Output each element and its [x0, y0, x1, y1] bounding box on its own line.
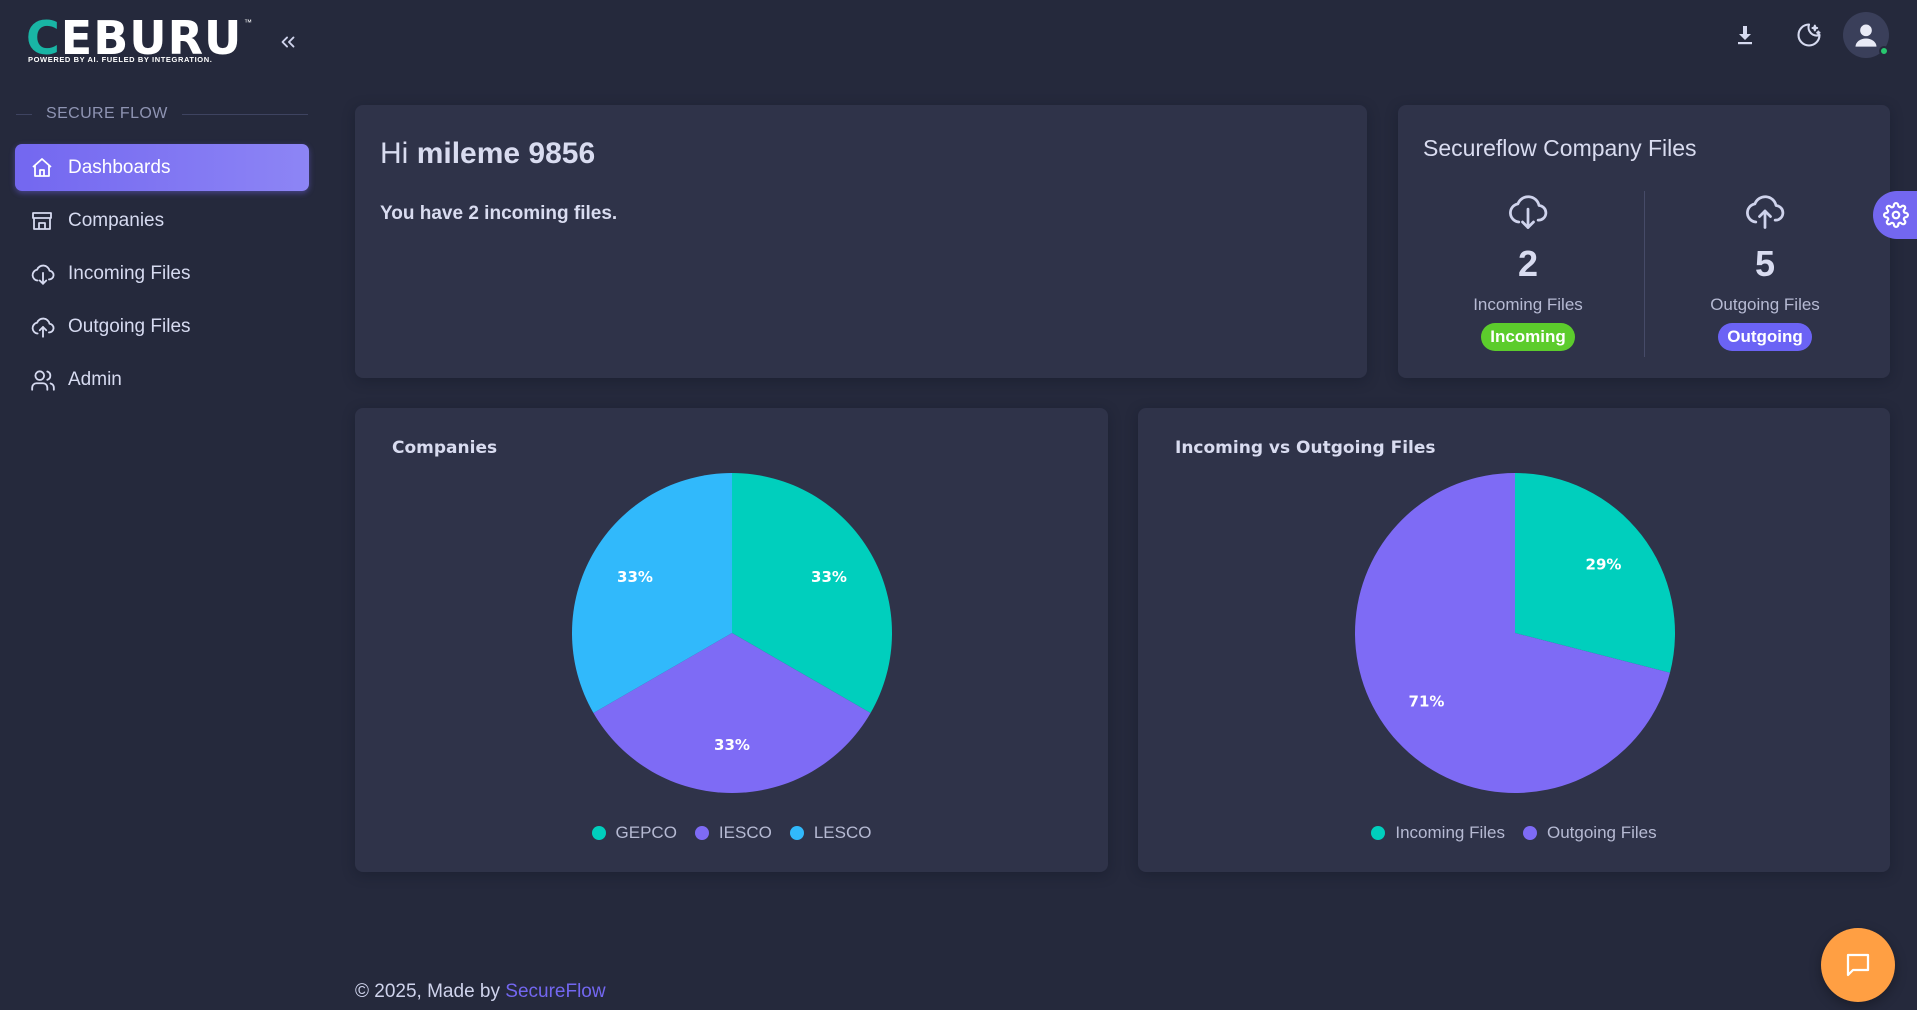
stat-divider	[1644, 191, 1645, 357]
chart-legend: GEPCO IESCO LESCO	[355, 823, 1108, 843]
pie-slice-lesco[interactable]	[572, 473, 732, 713]
welcome-message: You have 2 incoming files.	[380, 203, 618, 224]
users-icon	[30, 367, 56, 393]
companies-chart-card: Companies 33% 33% 33% GEPCO IESCO LESCO	[355, 408, 1108, 872]
incoming-outgoing-chart-card: Incoming vs Outgoing Files 29% 71% Incomi…	[1138, 408, 1890, 872]
ceburu-logo[interactable]: CEBURU ™ POWERED BY AI. FUELED BY INTEGR…	[26, 11, 252, 65]
user-avatar-icon	[1855, 24, 1877, 47]
legend-item-gepco[interactable]: GEPCO	[591, 823, 677, 843]
sidebar-item-dashboards[interactable]: Dashboards	[15, 144, 309, 191]
footer-link[interactable]: SecureFlow	[505, 981, 606, 1002]
incoming-files-count: 2	[1517, 243, 1539, 284]
sidebar-item-incoming-files[interactable]: Incoming Files	[15, 250, 309, 297]
pie-data-label: 33%	[811, 568, 847, 586]
store-icon	[30, 208, 56, 234]
company-files-card: Secureflow Company Files 2 Incoming File…	[1398, 105, 1890, 378]
sidebar-item-label: Companies	[68, 209, 165, 231]
customizer-button[interactable]	[1873, 191, 1917, 239]
outgoing-files-count: 5	[1754, 243, 1776, 284]
legend-item-incoming-files[interactable]: Incoming Files	[1371, 823, 1505, 843]
pie-slice-gepco[interactable]	[732, 473, 892, 713]
sidebar-item-companies[interactable]: Companies	[15, 197, 309, 244]
companies-pie-chart: 33% 33% 33%	[572, 473, 892, 793]
pie-data-label: 71%	[1409, 693, 1445, 711]
legend-item-outgoing-files[interactable]: Outgoing Files	[1522, 823, 1657, 843]
incoming-files-stat: 2 Incoming Files Incoming	[1410, 189, 1646, 351]
download-icon	[1738, 26, 1752, 45]
footer: © 2025, Made by SecureFlow	[355, 981, 606, 1002]
incoming-outgoing-pie-chart: 29% 71%	[1355, 473, 1675, 793]
sidebar-item-admin[interactable]: Admin	[15, 356, 309, 403]
chat-icon	[1846, 953, 1870, 977]
legend-item-iesco[interactable]: IESCO	[694, 823, 772, 843]
sidebar-item-label: Dashboards	[68, 156, 171, 178]
welcome-card: Hi mileme 9856 You have 2 incoming files…	[355, 105, 1367, 378]
cloud-download-icon	[1509, 195, 1548, 229]
chat-button[interactable]	[1821, 928, 1895, 1002]
sidebar-item-outgoing-files[interactable]: Outgoing Files	[15, 303, 309, 350]
pie-data-label: 33%	[714, 736, 750, 754]
gear-icon	[1883, 202, 1909, 228]
chart-title: Companies	[392, 438, 498, 458]
pie-slice-iesco[interactable]	[593, 633, 871, 793]
pie-slice-outgoing-files[interactable]	[1355, 473, 1670, 793]
collapse-sidebar-button[interactable]	[274, 28, 302, 56]
pie-slice-incoming-files[interactable]	[1515, 473, 1675, 673]
sidebar-section-label: SECURE FLOW	[16, 104, 308, 124]
incoming-badge[interactable]: Incoming	[1481, 323, 1575, 351]
theme-toggle-button[interactable]	[1792, 18, 1826, 52]
chart-title: Incoming vs Outgoing Files	[1175, 438, 1436, 458]
pie-data-label: 33%	[617, 568, 653, 586]
welcome-heading: Hi mileme 9856	[380, 137, 596, 170]
cloud-upload-icon	[30, 314, 56, 340]
home-icon	[30, 155, 56, 181]
chevrons-left-icon	[281, 36, 295, 48]
sidebar-item-label: Outgoing Files	[68, 315, 191, 337]
moon-stars-icon	[1797, 23, 1821, 47]
legend-item-lesco[interactable]: LESCO	[789, 823, 871, 843]
outgoing-files-stat: 5 Outgoing Files Outgoing	[1647, 189, 1883, 351]
pie-data-label: 29%	[1586, 555, 1622, 573]
outgoing-badge[interactable]: Outgoing	[1718, 323, 1812, 351]
online-status-dot	[1879, 46, 1889, 56]
sidebar: CEBURU ™ POWERED BY AI. FUELED BY INTEGR…	[0, 0, 324, 1010]
sidebar-nav: Dashboards Companies Incoming Files Outg…	[15, 144, 309, 409]
download-button[interactable]	[1728, 18, 1762, 52]
company-files-title: Secureflow Company Files	[1423, 135, 1697, 161]
user-avatar[interactable]	[1843, 12, 1889, 58]
cloud-upload-icon	[1746, 195, 1785, 229]
incoming-files-label: Incoming Files	[1473, 295, 1583, 314]
chart-legend: Incoming Files Outgoing Files	[1138, 823, 1890, 843]
cloud-download-icon	[30, 261, 56, 287]
sidebar-item-label: Admin	[68, 368, 122, 390]
outgoing-files-label: Outgoing Files	[1710, 295, 1820, 314]
sidebar-item-label: Incoming Files	[68, 262, 191, 284]
logo-tagline: POWERED BY AI. FUELED BY INTEGRATION.	[28, 55, 213, 64]
